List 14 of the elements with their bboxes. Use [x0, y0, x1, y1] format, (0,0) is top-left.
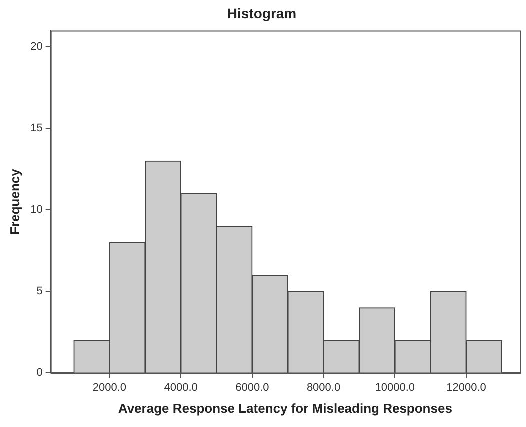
x-tick-label: 8000.0	[306, 382, 341, 394]
y-axis-title: Frequency	[7, 168, 22, 235]
x-axis-title: Average Response Latency for Misleading Responses	[118, 400, 452, 416]
y-tick-label: 20	[30, 41, 43, 54]
y-tick-label: 5	[36, 286, 43, 298]
y-tick-label: 10	[30, 204, 43, 216]
x-tick-label: 6000.0	[236, 382, 270, 394]
x-tick-label: 4000.0	[164, 382, 198, 394]
x-tick-label: 12000.0	[446, 382, 486, 394]
y-tick-label: 0	[36, 367, 43, 380]
x-tick-label: 2000.0	[92, 382, 127, 394]
x-tick-label: 10000.0	[375, 382, 416, 394]
chart-title: Histogram	[227, 5, 297, 22]
y-tick-label: 15	[30, 122, 43, 135]
